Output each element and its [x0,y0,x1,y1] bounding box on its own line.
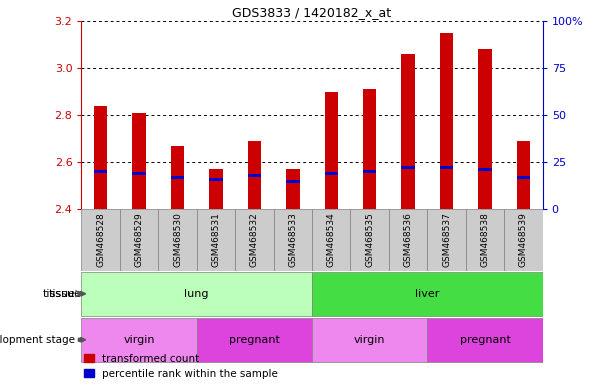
Bar [478,168,492,171]
Text: virgin: virgin [354,335,385,345]
Bar [517,141,530,209]
Text: pregnant: pregnant [229,335,280,345]
Bar [197,318,312,362]
Bar [363,170,376,173]
Bar [171,146,185,209]
Text: GSM468534: GSM468534 [327,212,336,267]
Text: GSM468530: GSM468530 [173,212,182,267]
Text: tissue: tissue [49,289,82,299]
Text: GSM468536: GSM468536 [403,212,412,267]
Text: GSM468528: GSM468528 [96,212,105,267]
Text: GSM468531: GSM468531 [212,212,221,267]
Bar [324,172,338,175]
Text: GSM468532: GSM468532 [250,212,259,267]
Bar [478,49,492,209]
Text: GSM468537: GSM468537 [442,212,451,267]
Bar [209,178,223,181]
Bar [274,209,312,271]
Text: liver: liver [415,289,440,299]
Bar [504,209,543,271]
Text: lung: lung [185,289,209,299]
Bar [389,209,428,271]
Bar [324,92,338,209]
Bar [440,166,453,169]
Bar [428,209,466,271]
Bar [81,318,197,362]
Text: GSM468535: GSM468535 [365,212,374,267]
Text: GSM468539: GSM468539 [519,212,528,267]
Bar [132,172,146,175]
Bar [402,166,415,169]
Bar [248,174,261,177]
Legend: transformed count, percentile rank within the sample: transformed count, percentile rank withi… [84,354,278,379]
Bar [120,209,158,271]
Bar [94,106,107,209]
Bar [312,271,543,316]
Bar [466,209,504,271]
Bar [81,271,312,316]
Bar [209,169,223,209]
Title: GDS3833 / 1420182_x_at: GDS3833 / 1420182_x_at [233,5,391,18]
Text: virgin: virgin [124,335,155,345]
Bar [440,33,453,209]
Text: GSM468529: GSM468529 [134,212,144,267]
Text: GSM468538: GSM468538 [481,212,490,267]
Bar [159,209,197,271]
Bar [363,89,376,209]
Bar [235,209,274,271]
Text: tissue: tissue [42,289,75,299]
Bar [286,169,300,209]
Bar [402,54,415,209]
Bar [248,141,261,209]
Bar [350,209,389,271]
Bar [94,170,107,173]
Bar [197,209,235,271]
Bar [132,113,146,209]
Text: pregnant: pregnant [459,335,511,345]
Text: development stage: development stage [0,335,75,345]
Text: GSM468533: GSM468533 [288,212,297,267]
Bar [312,209,350,271]
Bar [517,176,530,179]
Bar [171,176,185,179]
Bar [81,209,120,271]
Bar [286,180,300,182]
Bar [312,318,428,362]
Bar [428,318,543,362]
